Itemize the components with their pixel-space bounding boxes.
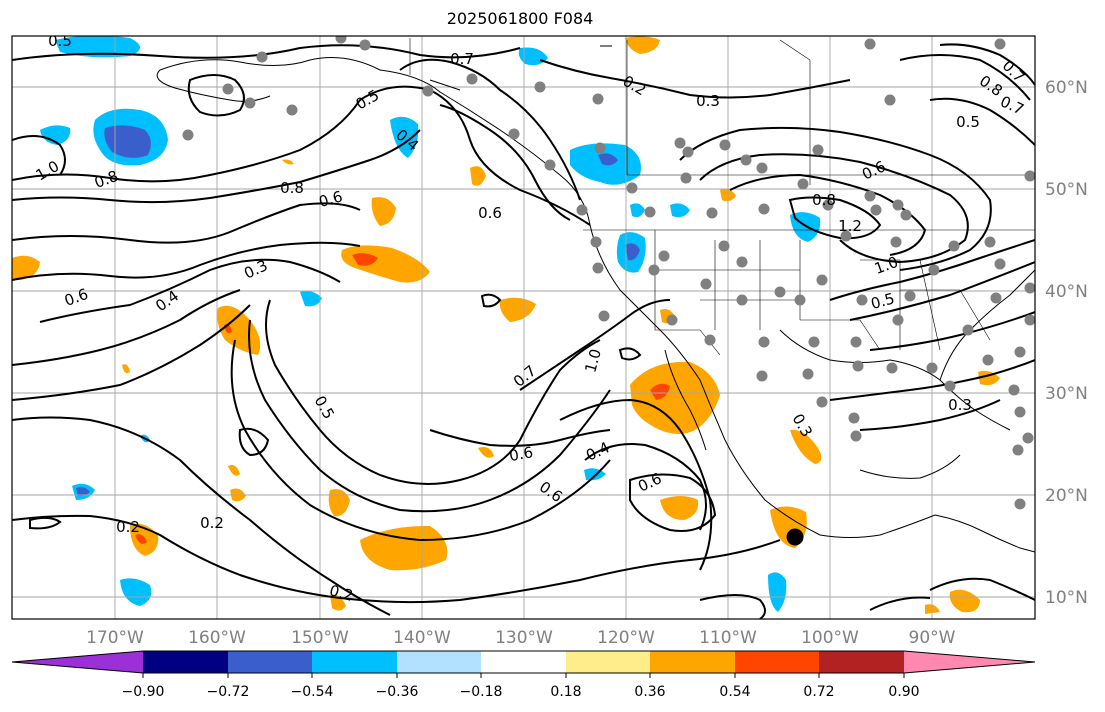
contour-label: 0.6 [508, 443, 535, 465]
lon-tick-label: 150°W [291, 628, 349, 648]
plot-title: 2025061800 F084 [446, 9, 594, 28]
contour-label: 0.8 [812, 191, 836, 209]
colorbar-tick-label: 0.36 [634, 684, 665, 700]
map-frame [11, 35, 1036, 620]
colorbar-swatch [566, 651, 650, 673]
lon-tick-label: 90°W [909, 628, 956, 648]
lon-tick-label: 110°W [699, 628, 757, 648]
lat-tick-label: 50°N [1045, 180, 1088, 200]
colorbar-tick-label: 0.72 [803, 684, 834, 700]
colorbar-swatch [819, 651, 904, 673]
station-markers [182, 36, 1035, 510]
colorbar-tick-label: −0.18 [460, 684, 503, 700]
lat-tick-label: 30°N [1045, 384, 1088, 404]
contour-label: 0.6 [478, 204, 502, 222]
lon-tick-label: 100°W [801, 628, 859, 648]
colorbar-tick-label: 0.18 [550, 684, 581, 700]
lat-tick-label: 40°N [1045, 282, 1088, 302]
contour-label: 0.5 [956, 113, 980, 131]
contour-label: 0.3 [948, 396, 972, 414]
contour-label: 1.0 [581, 347, 605, 375]
coastlines [156, 45, 1035, 553]
colorbar-swatch [228, 651, 312, 673]
lon-tick-label: 120°W [597, 628, 655, 648]
highlight-marker [786, 528, 804, 546]
contour-label: 0.8 [280, 179, 304, 197]
contour-label: 0.5 [48, 32, 72, 50]
colorbar: −0.90 −0.72 −0.54 −0.36 −0.18 0.18 0.36 … [11, 650, 1036, 700]
colorbar-extend-high [904, 651, 1035, 673]
colorbar-tick-label: −0.54 [291, 684, 334, 700]
colorbar-swatch [143, 651, 228, 673]
contour-label: 0.5 [869, 289, 897, 313]
colorbar-swatch [397, 651, 481, 673]
lat-tick-label: 20°N [1045, 486, 1088, 506]
contour-label: 0.7 [450, 50, 474, 68]
lon-tick-label: 160°W [188, 628, 246, 648]
colorbar-tick-label: −0.36 [376, 684, 419, 700]
contour-lines [12, 43, 1035, 619]
colorbar-extend-low [12, 651, 143, 673]
shaded-patches [12, 36, 1000, 614]
lon-tick-labels: 170°W 160°W 150°W 140°W 130°W 120°W 110°… [86, 628, 956, 648]
contour-label: 1.2 [838, 217, 862, 235]
map-panel: 0.7 0.2 0.3 0.5 0.4 0.8 0.6 1.0 0.8 0.6 … [12, 32, 1035, 619]
colorbar-tick-label: −0.90 [122, 684, 165, 700]
contour-label: 0.3 [696, 92, 720, 110]
colorbar-tick-label: 0.90 [888, 684, 919, 700]
contour-label: 0.2 [116, 518, 140, 536]
lon-tick-label: 170°W [86, 628, 144, 648]
colorbar-swatch [312, 651, 397, 673]
contour-label: 0.2 [200, 514, 224, 532]
colorbar-swatch [650, 651, 735, 673]
contour-label: 0.2 [327, 581, 355, 605]
lon-tick-label: 130°W [495, 628, 553, 648]
lon-tick-label: 140°W [393, 628, 451, 648]
colorbar-tick-label: 0.54 [719, 684, 750, 700]
colorbar-tick-label: −0.72 [207, 684, 250, 700]
colorbar-swatch [735, 651, 819, 673]
colorbar-swatch [481, 651, 566, 673]
lat-tick-labels: 60°N 50°N 40°N 30°N 20°N 10°N [1045, 78, 1088, 608]
lat-tick-label: 60°N [1045, 78, 1088, 98]
state-borders [409, 38, 1035, 356]
contour-label: 0.6 [317, 187, 345, 211]
lat-tick-label: 10°N [1045, 588, 1088, 608]
